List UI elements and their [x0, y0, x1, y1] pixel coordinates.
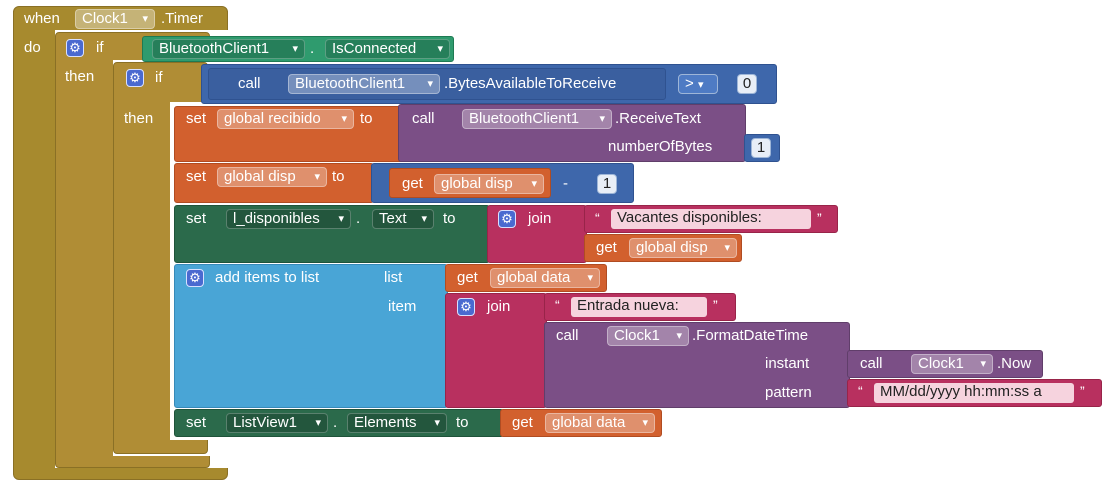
quote-close-1: ” — [817, 210, 822, 226]
to-label: to — [360, 110, 373, 127]
item-socket-label: item — [388, 298, 417, 315]
bluetooth-client-dropdown-3[interactable]: BluetoothClient1 — [462, 109, 612, 129]
inner-if-label: if — [155, 69, 163, 86]
dot-label: . — [310, 40, 315, 57]
set-label: set — [186, 210, 207, 227]
pattern-label: pattern — [765, 384, 812, 401]
clock-component-dropdown[interactable]: Clock1 — [75, 9, 155, 29]
number-one-a[interactable]: 1 — [751, 138, 771, 158]
pattern-text-field[interactable]: MM/dd/yyyy hh:mm:ss a — [874, 383, 1074, 403]
operator-label: > — [685, 75, 694, 92]
now-method-label: .Now — [997, 355, 1032, 372]
join-gear-icon-2[interactable]: ⚙ — [457, 298, 475, 316]
recibido-variable-dropdown[interactable]: global recibido — [217, 109, 354, 129]
timer-event-label: .Timer — [161, 10, 203, 27]
call-label: call — [556, 327, 579, 344]
quote-close-3: ” — [1080, 383, 1085, 399]
get-label: get — [402, 175, 423, 192]
chevron-down-icon: ▾ — [697, 79, 704, 91]
inner-if-gear-icon[interactable]: ⚙ — [126, 69, 144, 87]
get-disp-variable-dropdown-2[interactable]: global disp — [629, 238, 737, 258]
quote-open-1: “ — [595, 210, 600, 226]
set-label: set — [186, 110, 207, 127]
get-label: get — [457, 269, 478, 286]
quote-open-2: “ — [555, 297, 560, 313]
entrada-text-field[interactable]: Entrada nueva: — [571, 297, 707, 317]
join-label-2: join — [487, 298, 511, 315]
to-label: to — [456, 414, 469, 431]
list-socket-label: list — [384, 269, 403, 286]
get-label: get — [596, 239, 617, 256]
listview-component-dropdown[interactable]: ListView1 — [226, 413, 328, 433]
to-label: to — [443, 210, 456, 227]
minus-operator-label: - — [563, 175, 568, 192]
do-label: do — [24, 39, 41, 56]
isconnected-property-dropdown[interactable]: IsConnected — [325, 39, 450, 59]
set-label: set — [186, 414, 207, 431]
to-label: to — [332, 168, 345, 185]
call-label: call — [238, 75, 261, 92]
bluetooth-client-dropdown-2[interactable]: BluetoothClient1 — [288, 74, 440, 94]
add-items-gear-icon[interactable]: ⚙ — [186, 269, 204, 287]
call-label: call — [860, 355, 883, 372]
format-datetime-method-label: .FormatDateTime — [692, 327, 809, 344]
inner-then-label: then — [124, 110, 154, 127]
get-data-variable-dropdown-2[interactable]: global data — [545, 413, 655, 433]
number-zero[interactable]: 0 — [737, 74, 757, 94]
outer-then-label: then — [65, 68, 95, 85]
bytes-available-method-label: .BytesAvailableToReceive — [444, 75, 617, 92]
get-data-variable-dropdown[interactable]: global data — [490, 268, 600, 288]
vacantes-text-field[interactable]: Vacantes disponibles: — [611, 209, 811, 229]
elements-property-dropdown[interactable]: Elements — [347, 413, 447, 433]
quote-open-3: “ — [858, 383, 863, 399]
instant-label: instant — [765, 355, 810, 372]
clock-component-dropdown-2[interactable]: Clock1 — [607, 326, 689, 346]
format-datetime-call-block[interactable] — [544, 322, 850, 408]
text-property-dropdown[interactable]: Text — [372, 209, 434, 229]
number-of-bytes-label: numberOfBytes — [608, 138, 713, 155]
set-listview-elements-block[interactable] — [174, 409, 504, 437]
add-items-label: add items to list — [215, 269, 320, 286]
join-label-1: join — [528, 210, 552, 227]
dot-label: . — [356, 210, 361, 227]
bluetooth-client-dropdown[interactable]: BluetoothClient1 — [152, 39, 305, 59]
dot-label: . — [333, 414, 338, 431]
outer-if-label: if — [96, 39, 104, 56]
join-gear-icon-1[interactable]: ⚙ — [498, 210, 516, 228]
call-label: call — [412, 110, 435, 127]
when-label: when — [24, 10, 60, 27]
get-label: get — [512, 414, 533, 431]
number-one-b[interactable]: 1 — [597, 174, 617, 194]
clock-component-dropdown-3[interactable]: Clock1 — [911, 354, 993, 374]
get-disp-variable-dropdown[interactable]: global disp — [434, 174, 544, 194]
outer-if-gear-icon[interactable]: ⚙ — [66, 39, 84, 57]
set-label: set — [186, 168, 207, 185]
disp-variable-dropdown[interactable]: global disp — [217, 167, 327, 187]
receive-text-method-label: .ReceiveText — [615, 110, 701, 127]
quote-close-2: ” — [713, 297, 718, 313]
greater-than-operator-dropdown[interactable]: > ▾ — [678, 74, 718, 94]
label-component-dropdown[interactable]: l_disponibles — [226, 209, 351, 229]
add-items-to-list-block[interactable] — [174, 264, 448, 408]
